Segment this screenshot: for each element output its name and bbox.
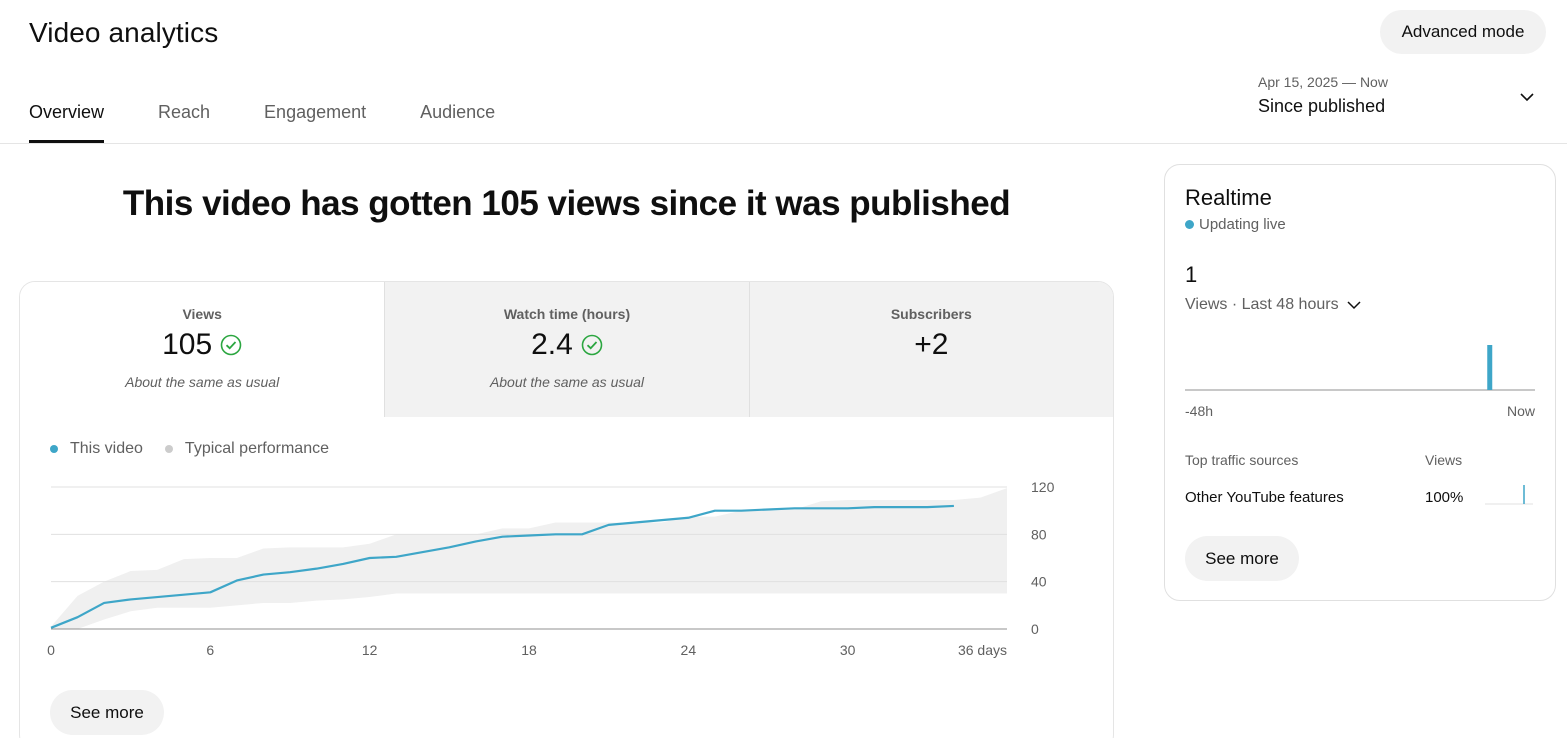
date-range-dates: Apr 15, 2025 — Now [1258,74,1388,90]
x-tick-label: 24 [681,642,697,658]
legend-dot-this-video [50,445,58,453]
legend-label: This video [70,440,143,457]
traffic-sources-views-header: Views [1425,452,1463,468]
realtime-metric-selector[interactable]: Views · Last 48 hours [1185,296,1361,314]
x-tick-label: 30 [840,642,856,658]
traffic-sources-header: Top traffic sources [1185,452,1299,468]
tab-reach[interactable]: Reach [158,102,211,122]
realtime-chart [1185,345,1535,391]
metric-label: Views [182,306,222,322]
see-more-button[interactable]: See more [50,690,164,735]
realtime-status-label: Updating live [1199,216,1286,233]
traffic-source-sparkline [1485,485,1533,505]
this-video-line [50,504,954,629]
legend-dot-typical [164,445,173,453]
metric-subscribers[interactable]: Subscribers +2 [748,282,1113,417]
realtime-count: 1 [1185,262,1198,287]
metric-value: 2.4 [531,328,573,361]
realtime-status: Updating live [1185,216,1286,233]
advanced-mode-button[interactable]: Advanced mode [1380,10,1546,54]
tab-audience[interactable]: Audience [420,102,496,122]
y-tick-label: 120 [1031,479,1055,495]
y-tick-label: 80 [1031,526,1047,542]
metric-watch-time[interactable]: Watch time (hours) 2.4 About the same as… [384,282,749,417]
see-more-button[interactable]: See more [1185,536,1299,581]
y-tick-label: 0 [1031,621,1039,637]
traffic-source-label: Other YouTube features [1185,489,1344,506]
realtime-bar [1487,345,1493,390]
date-range-selector[interactable]: Apr 15, 2025 — Now Since published [1258,74,1538,124]
header-divider [0,143,1567,144]
overview-card: Views 105 About the same as usual Watch … [19,281,1114,738]
metric-note: About the same as usual [125,374,280,390]
realtime-axis-start: -48h [1185,403,1214,419]
check-circle-icon [581,334,603,356]
views-chart: 0 40 80 120 0 6 12 18 24 30 36 days [47,479,1055,658]
x-tick-label: 0 [47,642,55,658]
check-circle-icon [220,334,242,356]
realtime-title: Realtime [1185,185,1272,210]
traffic-source-value: 100% [1425,489,1464,506]
chart-legend: This video Typical performance [50,440,351,458]
metric-value-row: 105 [162,328,242,362]
date-range-label: Since published [1258,96,1386,116]
typical-performance-band [51,488,1007,629]
metric-label: Watch time (hours) [503,306,631,322]
metric-views[interactable]: Views 105 About the same as usual [20,282,385,417]
realtime-axis-end: Now [1506,403,1535,419]
tab-overview[interactable]: Overview [29,100,105,143]
live-dot-icon [1185,220,1194,229]
x-tick-label: 36 days [958,642,1007,658]
metric-value: 105 [162,328,213,361]
chevron-down-icon [1520,93,1534,102]
metric-tabs: Views 105 About the same as usual Watch … [20,282,1113,417]
legend-typical: Typical performance [164,440,329,458]
metric-value-row: 2.4 [531,328,603,362]
page-title: Video analytics [29,17,219,48]
x-tick-label: 18 [521,642,537,658]
headline: This video has gotten 105 views since it… [122,184,1011,223]
chevron-down-icon [1347,301,1361,310]
realtime-metric-label: Views · Last 48 hours [1185,296,1339,313]
x-tick-label: 6 [206,642,214,658]
metric-value: +2 [914,328,949,361]
legend-label: Typical performance [184,440,329,457]
y-tick-label: 40 [1031,574,1047,590]
tab-engagement[interactable]: Engagement [264,102,367,122]
realtime-card: Realtime Updating live 1 Views · Last 48… [1164,164,1556,601]
metric-value-row: +2 [914,328,948,362]
legend-this-video: This video [50,440,143,458]
metric-note: About the same as usual [489,374,645,390]
metric-label: Subscribers [890,306,972,322]
x-tick-label: 12 [362,642,378,658]
tab-bar: Overview Reach Engagement Audience [29,100,549,144]
